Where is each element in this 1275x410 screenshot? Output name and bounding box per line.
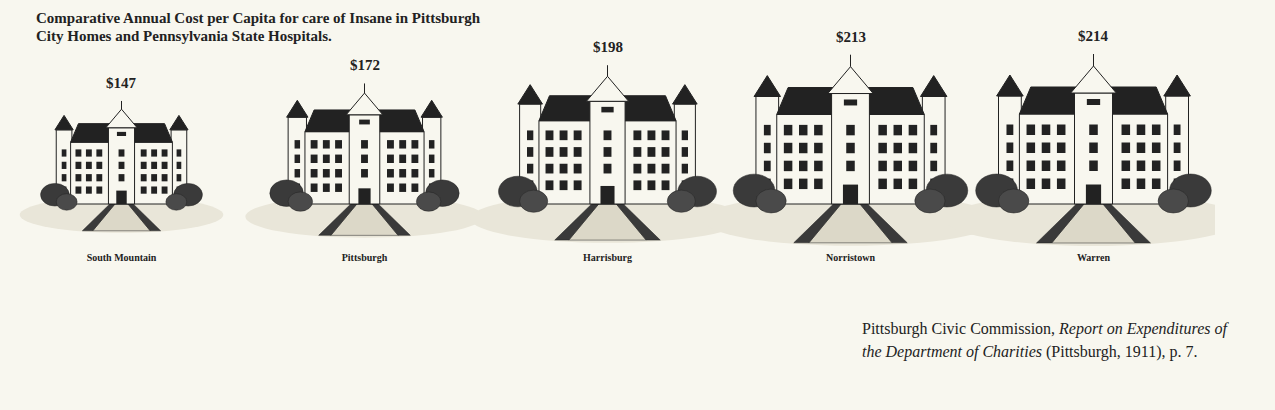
html-text:Comparative Annual Cost per Ca: Comparative Annual Cost per Capita for c… — [36, 10, 481, 44]
svg-text:$214: $214 — [1078, 28, 1109, 44]
svg-text:$147: $147 — [106, 75, 137, 91]
html-text:Pittsburgh Civic Commission, R: Pittsburgh Civic Commission, Report on E… — [862, 320, 1227, 360]
svg-text:Harrisburg: Harrisburg — [583, 252, 632, 263]
svg-text:Norristown: Norristown — [826, 252, 875, 263]
svg-text:Warren: Warren — [1077, 252, 1111, 263]
svg-text:$213: $213 — [836, 29, 866, 45]
svg-text:$198: $198 — [593, 39, 623, 55]
svg-text:South Mountain: South Mountain — [87, 252, 157, 263]
svg-text:Pittsburgh: Pittsburgh — [342, 252, 388, 263]
svg-text:$172: $172 — [350, 57, 380, 73]
